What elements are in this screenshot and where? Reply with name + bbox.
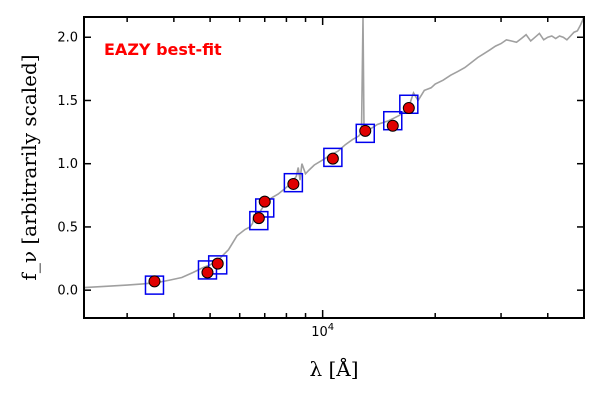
model-photometry-box <box>207 255 228 275</box>
x-tick-label: 104 <box>311 322 334 340</box>
y-tick-label: 1.0 <box>57 157 78 172</box>
y-tick-label: 2.0 <box>57 31 78 46</box>
observed-photometry-point <box>326 152 339 165</box>
observed-photometry-point <box>258 195 271 208</box>
observed-photometry-point <box>211 257 224 270</box>
model-photometry-box <box>355 123 376 144</box>
template-spectrum-line <box>83 16 585 289</box>
observed-photometry-point <box>252 212 265 225</box>
y-axis-label: f_ν [arbitrarily scaled] <box>17 54 41 280</box>
model-photometry-box <box>249 210 269 231</box>
observed-photometry-point <box>359 124 372 137</box>
observed-photometry-point <box>287 177 300 190</box>
y-tick-label: 0.0 <box>57 284 78 299</box>
y-tick-label: 0.5 <box>57 220 78 235</box>
model-photometry-box <box>323 147 343 168</box>
observed-photometry-point <box>386 119 399 132</box>
plot-frame <box>83 16 585 319</box>
spectrum-layer <box>83 16 585 289</box>
model-photometry-box <box>197 260 218 280</box>
observed-points-layer <box>148 102 415 288</box>
model-photometry-box <box>283 172 304 193</box>
annotation-eazy-best-fit: EAZY best-fit <box>104 40 222 59</box>
y-tick-label: 1.5 <box>57 94 78 109</box>
ticks-layer: 0.0 0.5 1.0 1.5 2.0 104 <box>57 17 585 340</box>
observed-photometry-point <box>201 266 214 279</box>
observed-photometry-point <box>148 275 161 288</box>
x-axis-label: λ [Å] <box>309 356 358 381</box>
observed-photometry-point <box>402 102 415 115</box>
